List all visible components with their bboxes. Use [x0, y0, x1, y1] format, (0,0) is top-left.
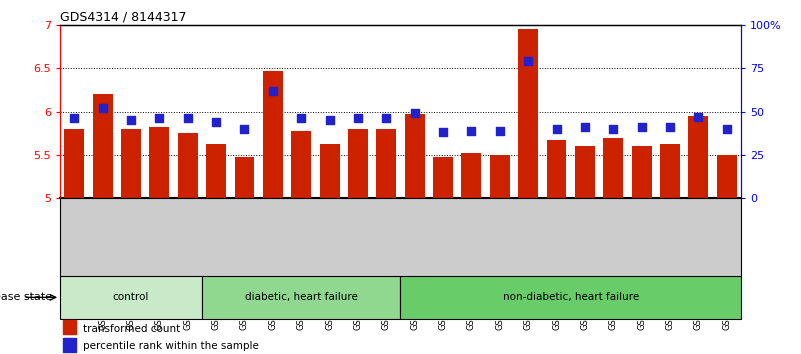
- Point: [550, 126, 563, 132]
- Point: [465, 128, 478, 133]
- Bar: [461, 153, 481, 198]
- Bar: [405, 114, 425, 198]
- Point: [607, 126, 620, 132]
- Text: diabetic, heart failure: diabetic, heart failure: [245, 292, 358, 302]
- Point: [68, 116, 81, 121]
- Text: control: control: [113, 292, 149, 302]
- Text: transformed count: transformed count: [83, 324, 179, 333]
- Bar: [292, 131, 311, 198]
- Bar: [150, 127, 169, 198]
- Bar: [320, 144, 340, 198]
- Bar: [206, 144, 226, 198]
- Bar: [603, 137, 623, 198]
- Text: non-diabetic, heart failure: non-diabetic, heart failure: [502, 292, 639, 302]
- Point: [238, 126, 251, 132]
- Bar: [263, 71, 283, 198]
- Point: [663, 124, 676, 130]
- Bar: [433, 158, 453, 198]
- FancyBboxPatch shape: [60, 276, 202, 319]
- FancyBboxPatch shape: [400, 276, 741, 319]
- Bar: [546, 140, 566, 198]
- Point: [210, 119, 223, 125]
- Bar: [717, 155, 737, 198]
- Point: [267, 88, 280, 93]
- Point: [437, 130, 449, 135]
- Point: [352, 116, 364, 121]
- Bar: [518, 29, 538, 198]
- Bar: [575, 146, 595, 198]
- Point: [521, 58, 534, 64]
- Bar: [235, 158, 255, 198]
- FancyBboxPatch shape: [202, 276, 400, 319]
- Point: [720, 126, 733, 132]
- Bar: [688, 116, 708, 198]
- Bar: [63, 320, 76, 334]
- Point: [96, 105, 109, 111]
- Point: [493, 128, 506, 133]
- Bar: [93, 94, 113, 198]
- Bar: [121, 129, 141, 198]
- Point: [125, 118, 138, 123]
- Bar: [490, 155, 509, 198]
- Point: [153, 116, 166, 121]
- Point: [578, 124, 591, 130]
- Bar: [660, 144, 680, 198]
- Point: [409, 110, 421, 116]
- Bar: [63, 338, 76, 352]
- Text: percentile rank within the sample: percentile rank within the sample: [83, 341, 259, 351]
- Point: [692, 114, 705, 120]
- Bar: [632, 146, 651, 198]
- Bar: [348, 129, 368, 198]
- Point: [635, 124, 648, 130]
- Text: GDS4314 / 8144317: GDS4314 / 8144317: [60, 11, 187, 24]
- Point: [295, 116, 308, 121]
- Point: [380, 116, 392, 121]
- Bar: [376, 129, 396, 198]
- Bar: [64, 129, 84, 198]
- Point: [181, 116, 194, 121]
- Point: [323, 118, 336, 123]
- Bar: [178, 133, 198, 198]
- Text: disease state: disease state: [0, 292, 52, 302]
